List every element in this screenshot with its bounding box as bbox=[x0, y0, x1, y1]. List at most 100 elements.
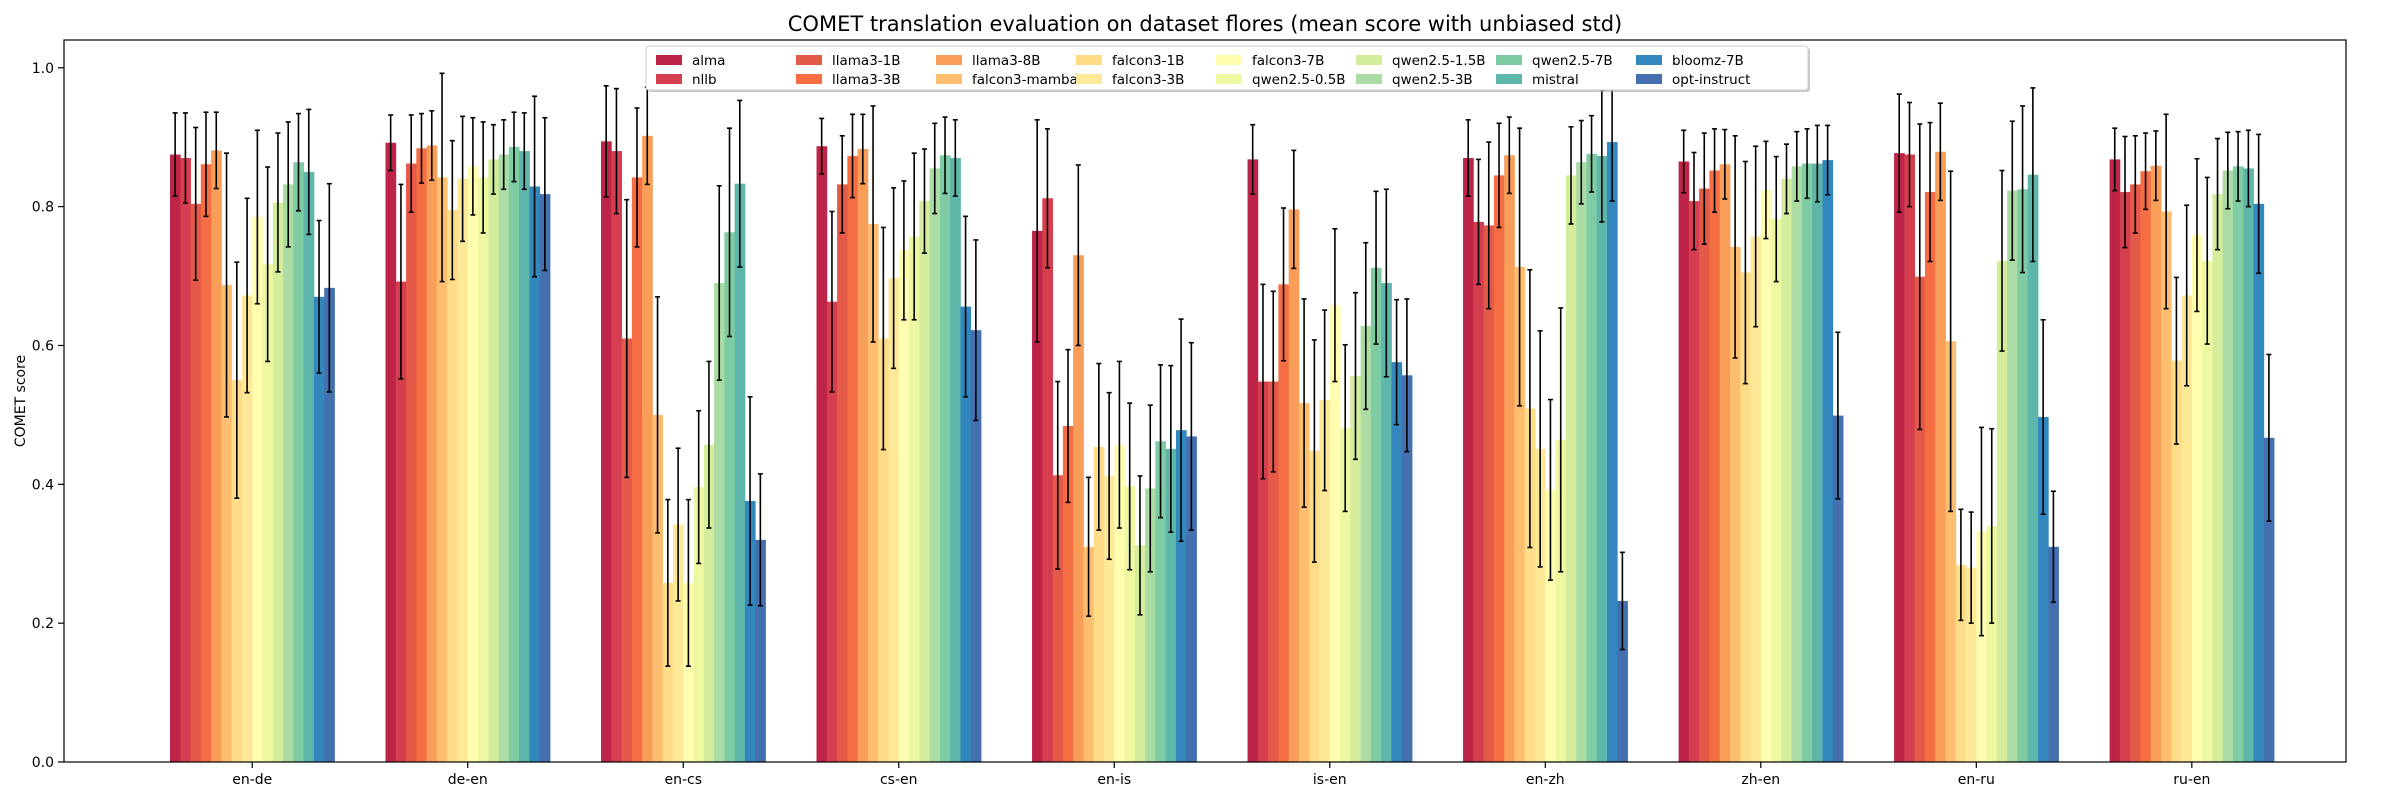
bar-bloomz-7b-de-en bbox=[529, 186, 541, 763]
error-bar-mistral-en-ru bbox=[2030, 87, 2036, 263]
bar-qwen2-5-0-5b-en-cs bbox=[693, 487, 705, 762]
legend-swatch-qwen2-5-7b bbox=[1496, 55, 1522, 65]
bar-mistral-cs-en bbox=[950, 158, 961, 762]
legend-label-llama3-3b: llama3-3B bbox=[832, 72, 901, 88]
error-bar-llama3-3b-en-zh bbox=[1496, 122, 1502, 229]
error-bar-llama3-8b-en-zh bbox=[1506, 116, 1512, 195]
error-bar-bloomz-7b-cs-en bbox=[963, 215, 969, 398]
bar-falcon3-1b-cs-en bbox=[878, 338, 889, 762]
bar-qwen2-5-0-5b-is-en bbox=[1340, 428, 1351, 762]
x-tick-label-zh-en: zh-en bbox=[1741, 772, 1780, 788]
error-bar-falcon3-mamba-en-cs bbox=[655, 296, 661, 534]
legend-label-bloomz-7b: bloomz-7B bbox=[1672, 53, 1744, 69]
error-bar-opt-instruct-de-en bbox=[542, 116, 548, 272]
x-tick-label-en-zh: en-zh bbox=[1526, 772, 1565, 788]
error-bar-falcon3-3b-de-en bbox=[460, 115, 466, 243]
bar-qwen2-5-3b-ru-en bbox=[2222, 170, 2234, 762]
error-bar-llama3-1b-zh-en bbox=[1701, 132, 1707, 245]
bar-falcon3-1b-en-is bbox=[1093, 446, 1105, 762]
bar-falcon3-3b-en-zh bbox=[1535, 448, 1546, 762]
bar-qwen2-5-1-5b-en-zh bbox=[1565, 175, 1577, 762]
bar-alma-en-is bbox=[1032, 230, 1043, 763]
bar-qwen2-5-7b-en-is bbox=[1155, 441, 1167, 762]
legend-label-falcon3-3b: falcon3-3B bbox=[1112, 72, 1184, 88]
error-bar-falcon3-mamba-cs-en bbox=[870, 105, 876, 343]
bar-qwen2-5-1-5b-en-ru bbox=[1996, 260, 2008, 762]
error-bar-llama3-1b-is-en bbox=[1270, 290, 1276, 473]
x-tick-label-en-ru: en-ru bbox=[1958, 772, 1995, 788]
error-bar-falcon3-3b-zh-en bbox=[1753, 145, 1759, 328]
bar-qwen2-5-7b-de-en bbox=[508, 146, 520, 762]
bar-bloomz-7b-en-de bbox=[313, 296, 325, 762]
legend-swatch-qwen2-5-0-5b bbox=[1216, 74, 1242, 84]
legend-swatch-falcon3-7b bbox=[1216, 55, 1242, 65]
error-bar-opt-instruct-is-en bbox=[1404, 298, 1410, 453]
bar-falcon3-7b-is-en bbox=[1329, 305, 1341, 762]
bar-alma-en-zh bbox=[1463, 158, 1474, 762]
legend-label-alma: alma bbox=[692, 53, 725, 69]
error-bar-falcon3-7b-en-is bbox=[1116, 360, 1122, 529]
error-bar-llama3-8b-is-en bbox=[1291, 149, 1297, 270]
error-bar-bloomz-7b-de-en bbox=[532, 95, 538, 278]
error-bar-falcon3-mamba-en-zh bbox=[1517, 127, 1523, 407]
error-bar-falcon3-7b-en-ru bbox=[1978, 426, 1984, 637]
bar-llama3-8b-zh-en bbox=[1719, 164, 1731, 762]
error-bar-qwen2-5-0-5b-de-en bbox=[480, 121, 486, 234]
error-bar-falcon3-7b-de-en bbox=[470, 116, 476, 216]
error-bar-llama3-3b-zh-en bbox=[1712, 128, 1718, 213]
bar-qwen2-5-3b-en-ru bbox=[2007, 190, 2018, 762]
error-bar-qwen2-5-3b-de-en bbox=[501, 119, 507, 191]
error-bar-opt-instruct-en-is bbox=[1188, 341, 1194, 531]
error-bar-falcon3-7b-ru-en bbox=[2194, 157, 2200, 313]
error-bar-falcon3-7b-zh-en bbox=[1763, 140, 1769, 240]
error-bar-qwen2-5-0-5b-cs-en bbox=[911, 152, 917, 321]
x-tick-label-cs-en: cs-en bbox=[880, 772, 918, 788]
bar-qwen2-5-1-5b-ru-en bbox=[2212, 194, 2224, 762]
x-tick-label-ru-en: ru-en bbox=[2173, 772, 2210, 788]
error-bar-nllb-en-is bbox=[1044, 128, 1050, 269]
error-bar-mistral-ru-en bbox=[2245, 129, 2251, 208]
error-bar-bloomz-7b-ru-en bbox=[2256, 133, 2262, 275]
bar-falcon3-1b-is-en bbox=[1309, 450, 1320, 762]
bar-qwen2-5-7b-ru-en bbox=[2232, 166, 2244, 763]
bar-llama3-8b-en-ru bbox=[1935, 151, 1946, 763]
error-bar-qwen2-5-7b-en-ru bbox=[2020, 105, 2026, 274]
bar-bloomz-7b-is-en bbox=[1391, 362, 1403, 762]
bar-mistral-en-cs bbox=[734, 183, 746, 763]
legend-label-falcon3-7b: falcon3-7B bbox=[1252, 53, 1324, 69]
error-bar-llama3-3b-is-en bbox=[1281, 207, 1287, 362]
bar-falcon3-1b-en-zh bbox=[1524, 408, 1536, 762]
bar-qwen2-5-7b-zh-en bbox=[1801, 163, 1813, 763]
error-bar-alma-en-is bbox=[1034, 119, 1040, 343]
error-bar-mistral-en-cs bbox=[737, 99, 743, 268]
error-bar-qwen2-5-1-5b-is-en bbox=[1352, 291, 1358, 461]
error-bar-falcon3-1b-ru-en bbox=[2173, 276, 2179, 445]
bar-opt-instruct-en-is bbox=[1186, 436, 1197, 762]
bar-qwen2-5-1-5b-zh-en bbox=[1781, 178, 1793, 762]
bar-llama3-8b-en-zh bbox=[1504, 155, 1515, 762]
bar-nllb-zh-en bbox=[1688, 201, 1700, 763]
error-bar-alma-en-ru bbox=[1896, 93, 1902, 213]
bar-bloomz-7b-zh-en bbox=[1822, 160, 1834, 762]
y-axis: 0.0 0.2 0.4 0.6 0.8 1.0 bbox=[32, 61, 64, 771]
error-bar-nllb-en-zh bbox=[1475, 158, 1481, 286]
error-bar-qwen2-5-1-5b-ru-en bbox=[2215, 137, 2221, 251]
error-bar-llama3-3b-en-cs bbox=[634, 107, 640, 248]
error-bar-falcon3-7b-en-cs bbox=[685, 498, 691, 667]
bar-llama3-1b-cs-en bbox=[837, 184, 848, 762]
plot-frame bbox=[63, 39, 2347, 763]
bar-falcon3-7b-en-cs bbox=[683, 582, 694, 762]
bar-llama3-3b-en-is bbox=[1062, 425, 1074, 762]
error-bar-qwen2-5-0-5b-ru-en bbox=[2204, 176, 2210, 345]
bar-llama3-1b-is-en bbox=[1268, 381, 1279, 762]
error-bar-llama3-3b-cs-en bbox=[850, 113, 856, 199]
error-bar-falcon3-1b-en-is bbox=[1096, 362, 1102, 531]
error-bar-falcon3-mamba-is-en bbox=[1301, 298, 1307, 509]
bar-alma-ru-en bbox=[2109, 159, 2121, 762]
bar-qwen2-5-0-5b-en-ru bbox=[1986, 525, 1998, 762]
legend-swatch-falcon3-1b bbox=[1076, 55, 1102, 65]
bar-qwen2-5-3b-de-en bbox=[498, 154, 510, 762]
x-tick-label-de-en: de-en bbox=[448, 772, 488, 788]
error-bar-qwen2-5-7b-de-en bbox=[511, 111, 517, 183]
error-bar-falcon3-mamba-en-de bbox=[224, 152, 230, 418]
